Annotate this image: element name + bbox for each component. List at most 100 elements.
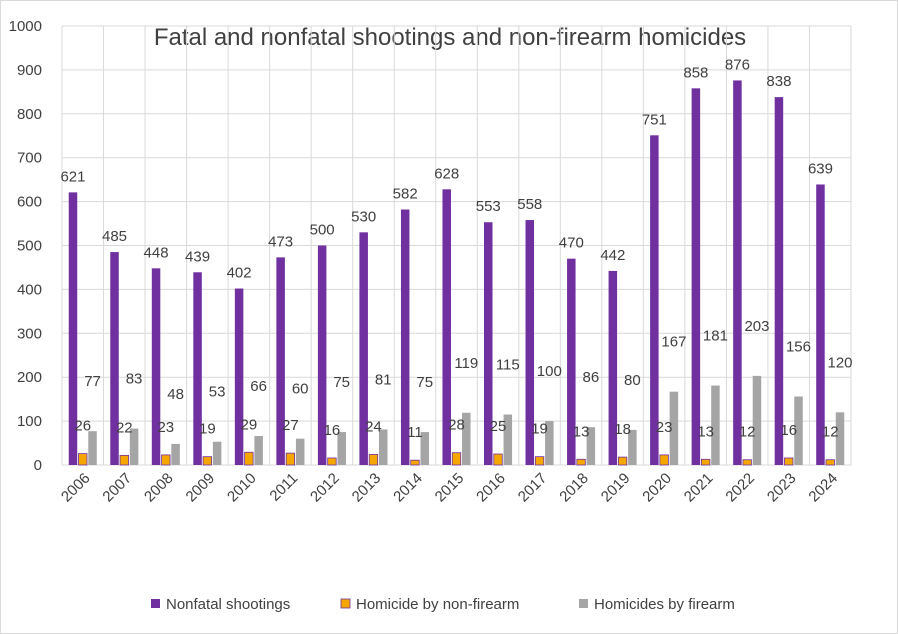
y-tick-label: 800 — [17, 106, 42, 123]
data-label: 120 — [827, 354, 852, 371]
x-tick-label: 2014 — [390, 470, 426, 506]
x-tick-label: 2024 — [805, 470, 841, 506]
bar-2 — [794, 396, 803, 465]
data-label: 24 — [365, 418, 382, 435]
data-label: 75 — [416, 374, 433, 391]
bar-0 — [193, 272, 202, 465]
y-tick-label: 700 — [17, 150, 42, 167]
data-label: 485 — [102, 228, 127, 245]
data-label: 582 — [393, 186, 418, 203]
bar-2 — [669, 391, 679, 465]
data-label: 12 — [822, 424, 839, 441]
x-tick-label: 2021 — [681, 470, 717, 506]
data-label: 23 — [157, 419, 174, 436]
data-label: 18 — [614, 421, 631, 438]
bar-2 — [420, 432, 429, 465]
data-label: 29 — [241, 416, 258, 433]
data-label: 751 — [642, 111, 667, 128]
bar-2 — [752, 375, 762, 465]
legend-label-1: Homicide by non-firearm — [356, 596, 519, 613]
data-label: 838 — [766, 73, 791, 90]
bar-1 — [576, 458, 586, 466]
bar-0 — [68, 192, 78, 466]
x-tick-label: 2017 — [515, 470, 551, 506]
bar-0 — [816, 184, 825, 465]
legend-swatch-2 — [579, 599, 588, 608]
x-tick-label: 2010 — [224, 470, 260, 506]
data-label: 23 — [656, 419, 673, 436]
legend-swatch-0 — [151, 599, 160, 608]
bar-1 — [534, 456, 545, 466]
bar-2 — [545, 421, 554, 465]
data-label: 639 — [808, 160, 833, 177]
data-label: 83 — [126, 371, 143, 388]
bar-1 — [327, 457, 337, 466]
legend-label-2: Homicides by firearm — [594, 596, 735, 613]
bar-2 — [295, 438, 305, 465]
bar-0 — [317, 245, 327, 465]
bar-2 — [171, 443, 180, 465]
bar-1 — [285, 452, 296, 466]
bar-1 — [617, 456, 628, 466]
data-label: 156 — [786, 339, 811, 356]
bar-1 — [825, 459, 835, 466]
bar-0 — [484, 222, 493, 465]
bar-1 — [493, 453, 503, 466]
legend: Nonfatal shootings Homicide by non-firear… — [151, 596, 735, 613]
bar-1 — [244, 451, 254, 466]
bar-1 — [742, 459, 752, 466]
data-labels: 621 485 448 439 402 473 500 530 582 628 553 558 470 4… — [60, 56, 852, 441]
data-label: 13 — [697, 423, 714, 440]
data-label: 167 — [661, 334, 686, 351]
bar-0 — [691, 88, 701, 465]
bar-1 — [659, 454, 669, 466]
y-tick-label: 100 — [17, 413, 42, 430]
x-tick-label: 2020 — [639, 470, 675, 506]
y-tick-label: 300 — [17, 325, 42, 342]
bar-0 — [400, 209, 410, 465]
bar-2 — [88, 431, 97, 465]
data-label: 203 — [744, 318, 769, 335]
data-label: 181 — [703, 328, 728, 345]
data-label: 12 — [739, 424, 756, 441]
data-label: 75 — [333, 374, 350, 391]
y-tick-label: 900 — [17, 62, 42, 79]
y-tick-label: 1000 — [9, 18, 42, 35]
bar-1 — [78, 453, 88, 466]
data-label: 628 — [434, 165, 459, 182]
data-label: 26 — [74, 418, 91, 435]
data-label: 25 — [490, 418, 507, 435]
bar-1 — [784, 457, 794, 466]
data-label: 16 — [780, 422, 797, 439]
data-label: 470 — [559, 235, 584, 252]
x-tick-label: 2022 — [722, 470, 758, 506]
bar-0 — [567, 258, 576, 465]
bar-1 — [410, 459, 420, 466]
y-tick-label: 400 — [17, 281, 42, 298]
bars — [68, 80, 845, 466]
bar-2 — [628, 429, 637, 465]
legend-label-0: Nonfatal shootings — [166, 596, 290, 613]
y-tick-label: 500 — [17, 238, 42, 255]
bar-2 — [711, 385, 720, 465]
bar-2 — [835, 412, 845, 465]
bar-2 — [503, 414, 513, 465]
data-label: 16 — [324, 422, 341, 439]
x-tick-label: 2016 — [473, 470, 509, 506]
data-label: 86 — [583, 369, 600, 386]
data-label: 115 — [496, 357, 520, 374]
data-label: 11 — [407, 424, 423, 441]
bar-1 — [451, 452, 462, 466]
chart-title: Fatal and nonfatal shootings and non-fir… — [154, 24, 746, 51]
bar-0 — [650, 135, 659, 465]
bar-0 — [151, 268, 161, 465]
bar-0 — [608, 270, 618, 465]
bar-2 — [337, 432, 346, 465]
bar-0 — [110, 252, 119, 465]
data-label: 876 — [725, 56, 750, 73]
y-tick-label: 0 — [34, 457, 42, 474]
y-axis-ticks: 0 100 200 300 400 500 600 700 800 900 1000 — [9, 18, 42, 474]
data-label: 621 — [60, 168, 85, 185]
data-label: 858 — [683, 64, 708, 81]
